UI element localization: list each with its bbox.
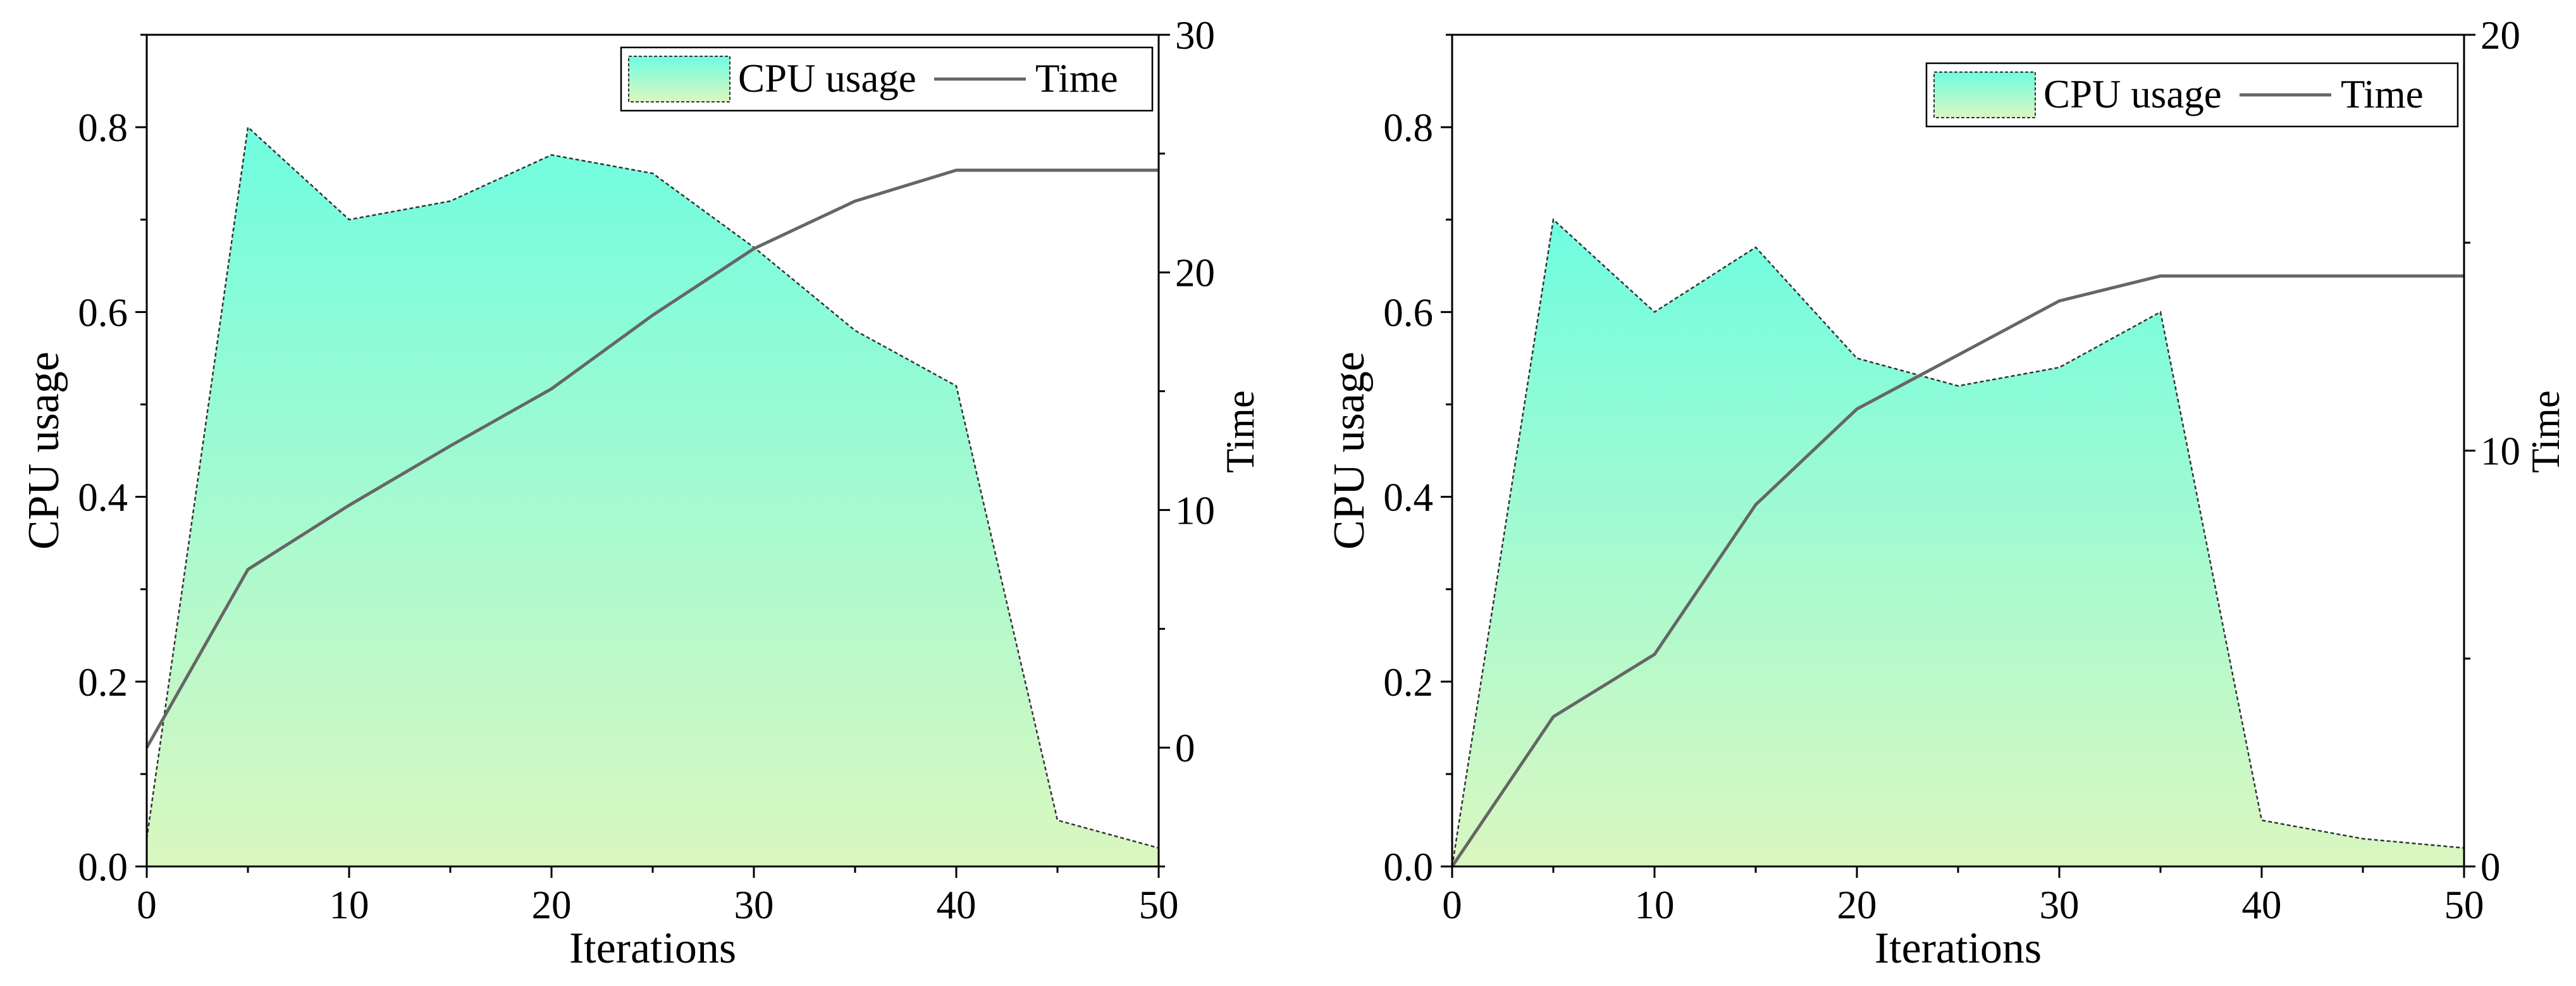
y-tick-label: 0.8 (1383, 106, 1433, 150)
y2-tick-label: 0 (1175, 726, 1195, 770)
y-tick-label: 0.6 (78, 290, 128, 335)
legend: CPU usage Time (620, 46, 1154, 112)
x-tick-label: 40 (937, 883, 977, 927)
y2-tick-label: 10 (2480, 429, 2520, 474)
legend-time-label: Time (1035, 56, 1118, 101)
x-tick-label: 20 (1837, 883, 1877, 927)
time-line (145, 168, 1159, 749)
x-tick-label: 50 (2444, 883, 2484, 927)
y-tick-label: 0.8 (78, 106, 128, 150)
legend-cpu-swatch (1933, 71, 2036, 118)
time-line (1450, 274, 2464, 868)
cpu-usage-area (147, 127, 1159, 867)
y-tick-label: 0.4 (1383, 476, 1433, 520)
y2-tick-label: 30 (1175, 13, 1215, 58)
x-tick-label: 40 (2242, 883, 2282, 927)
x-tick-label: 0 (1442, 883, 1462, 927)
y-axis-label: CPU usage (1325, 352, 1374, 550)
y2-axis-label: Time (2524, 390, 2568, 473)
y2-tick-label: 20 (1175, 251, 1215, 295)
x-axis-label: Iterations (569, 924, 736, 973)
y-tick-label: 0.6 (1383, 290, 1433, 335)
x-tick-label: 30 (2040, 883, 2080, 927)
x-axis-label: Iterations (1875, 924, 2042, 973)
y-axis-label: CPU usage (20, 352, 68, 550)
x-tick-label: 20 (532, 883, 572, 927)
y-tick-label: 0.2 (78, 660, 128, 705)
legend-cpu-label: CPU usage (2043, 72, 2222, 116)
x-tick-label: 10 (330, 883, 369, 927)
legend-cpu-label: CPU usage (738, 56, 916, 101)
x-tick-label: 30 (734, 883, 774, 927)
right-chart: 0 10 20 30 40 500.00.20.40.60.801020Iteration… (1325, 13, 2568, 973)
y2-axis-label: Time (1218, 390, 1262, 473)
cpu-usage-outline (145, 125, 1159, 849)
y-tick-label: 0.0 (1383, 845, 1433, 889)
y-tick-label: 0.4 (78, 476, 128, 520)
left-chart: 0 10 20 30 40 500.00.20.40.60.80102030Iterati… (20, 13, 1262, 973)
y-tick-label: 0.2 (1383, 660, 1433, 705)
y2-tick-label: 10 (1175, 488, 1215, 533)
y2-tick-label: 0 (2480, 845, 2501, 889)
legend-time-label: Time (2341, 72, 2424, 116)
y-tick-label: 0.0 (78, 845, 128, 889)
x-tick-label: 0 (137, 883, 157, 927)
cpu-usage-outline (1451, 218, 2465, 867)
x-tick-label: 50 (1139, 883, 1179, 927)
x-tick-label: 10 (1635, 883, 1675, 927)
y2-tick-label: 20 (2480, 13, 2520, 58)
legend: CPU usage Time (1925, 62, 2459, 128)
legend-cpu-swatch (628, 56, 730, 102)
cpu-usage-area (1452, 219, 2464, 866)
